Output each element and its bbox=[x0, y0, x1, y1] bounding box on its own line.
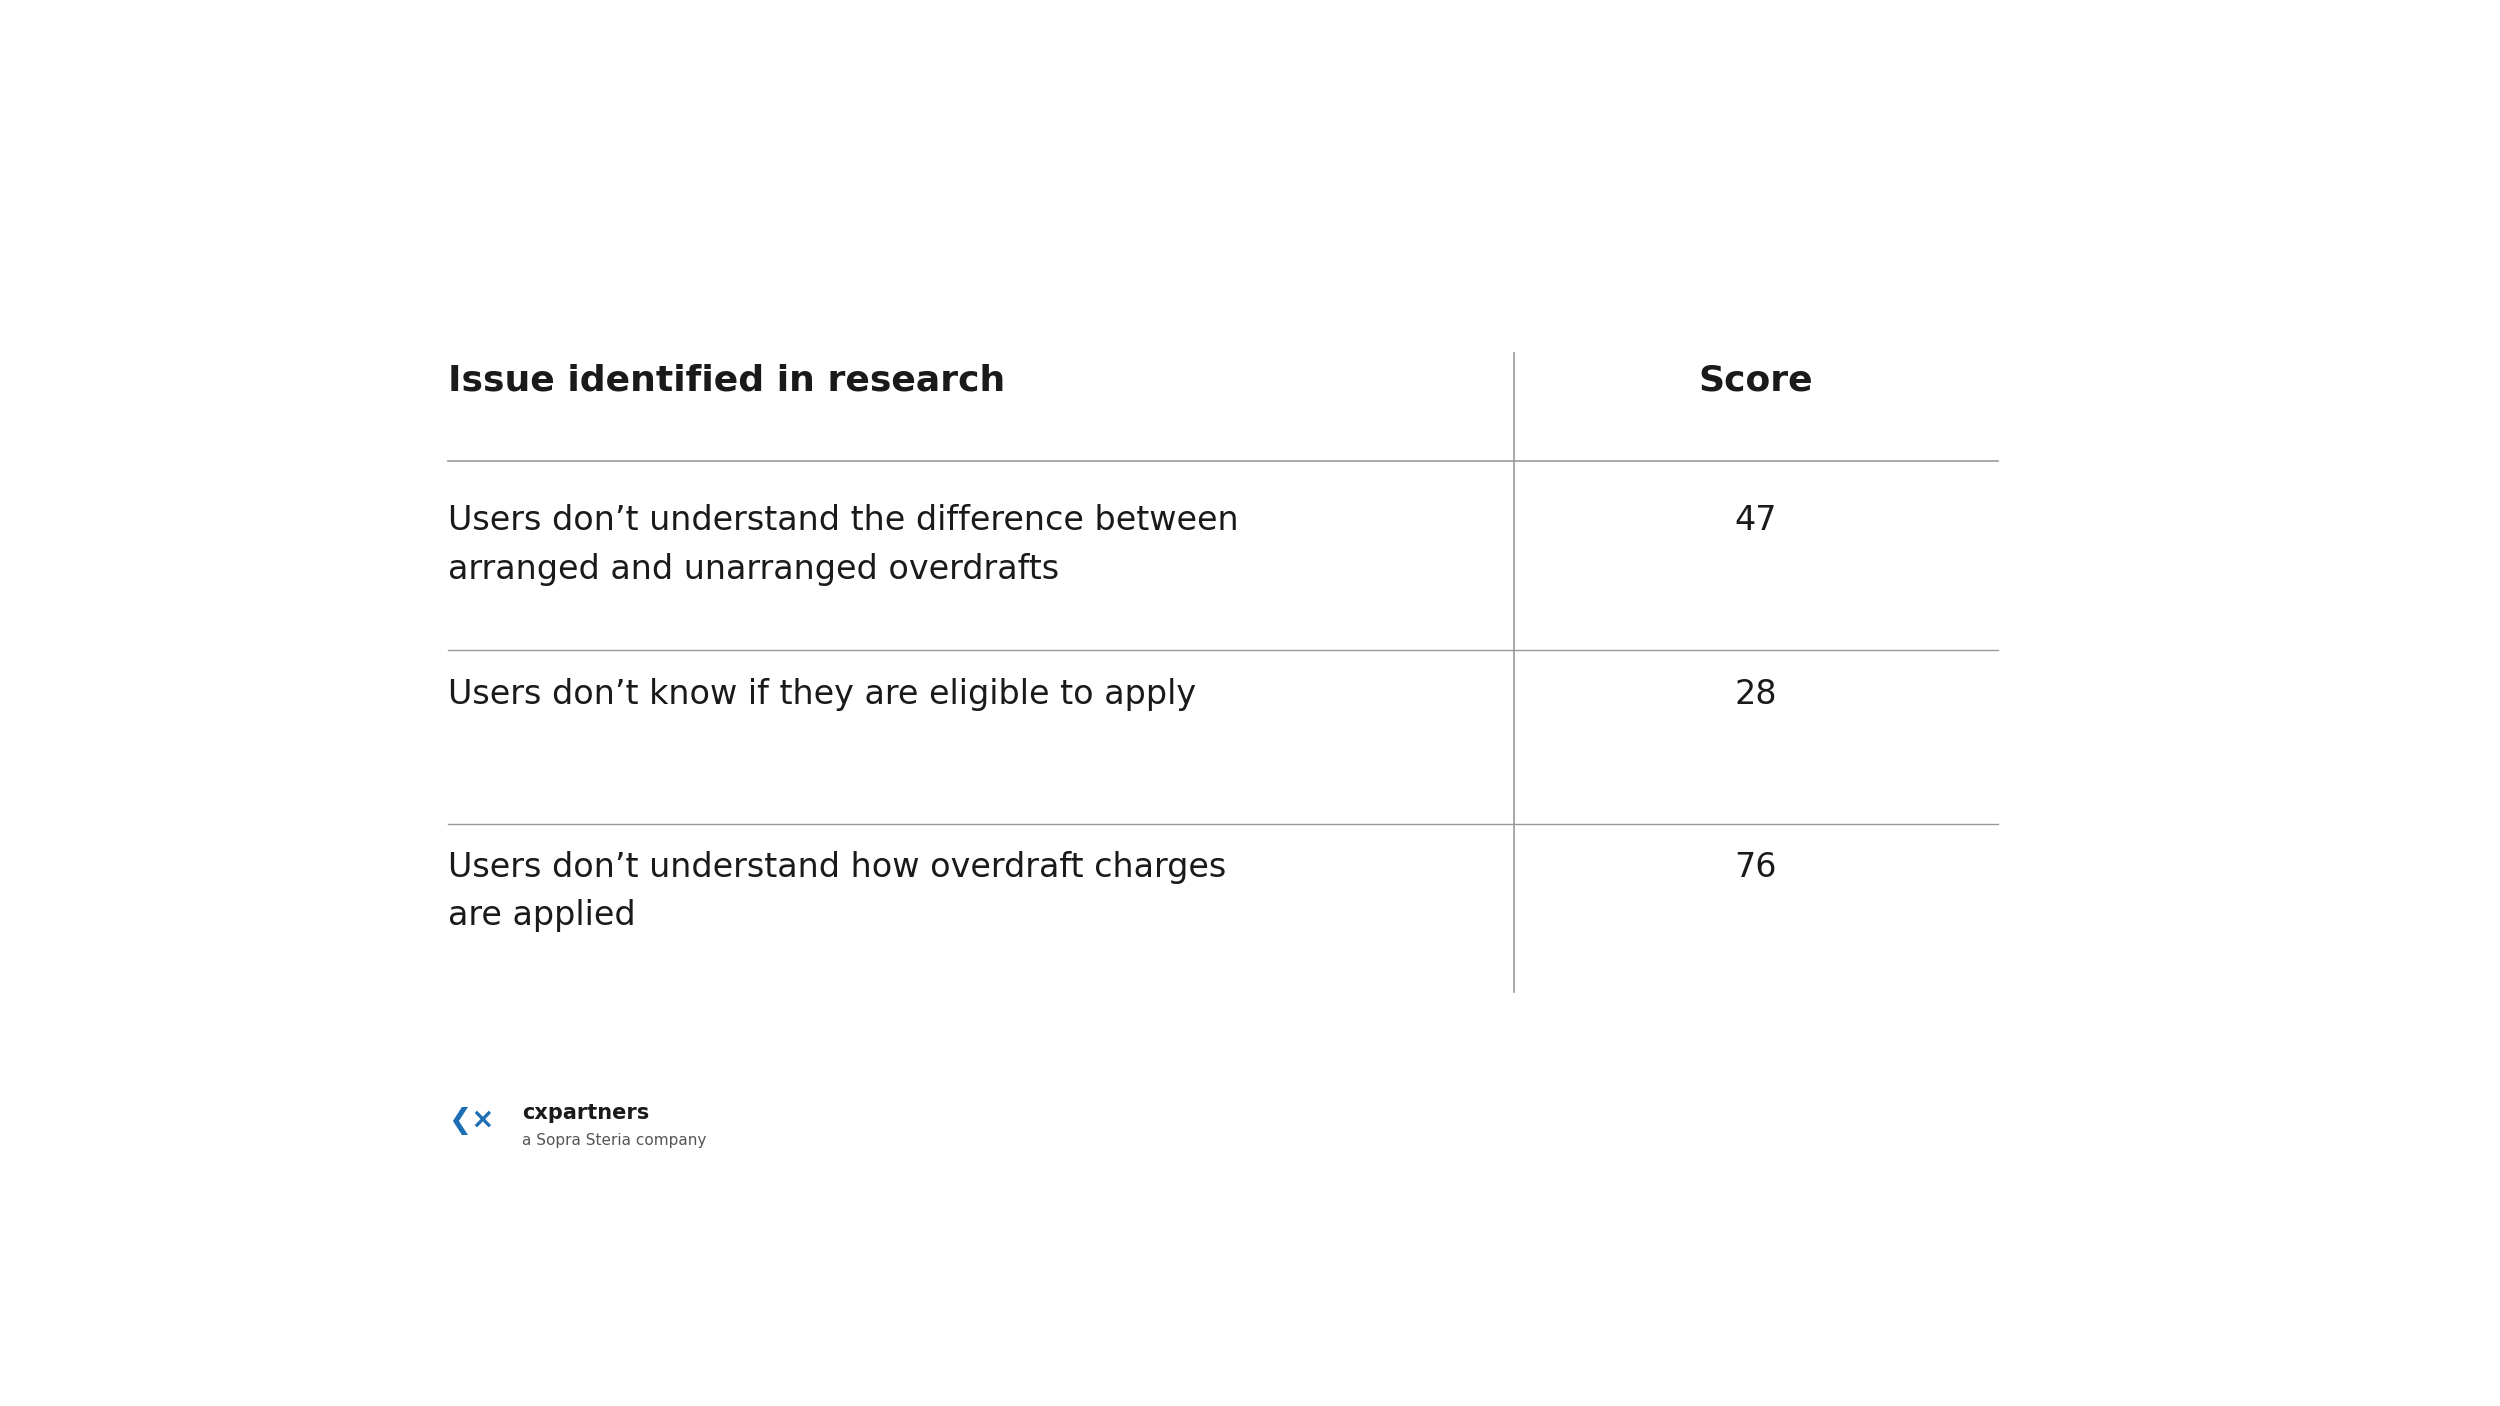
Text: Users don’t understand how overdraft charges
are applied: Users don’t understand how overdraft cha… bbox=[448, 851, 1228, 932]
Text: Users don’t know if they are eligible to apply: Users don’t know if they are eligible to… bbox=[448, 678, 1198, 710]
Text: Issue identified in research: Issue identified in research bbox=[448, 364, 1005, 398]
Text: Users don’t understand the difference between
arranged and unarranged overdrafts: Users don’t understand the difference be… bbox=[448, 505, 1240, 586]
Text: ❮×: ❮× bbox=[448, 1108, 495, 1136]
Text: cxpartners: cxpartners bbox=[522, 1102, 650, 1123]
Text: 76: 76 bbox=[1735, 851, 1777, 884]
Text: 28: 28 bbox=[1735, 678, 1777, 710]
Text: a Sopra Steria company: a Sopra Steria company bbox=[522, 1133, 705, 1149]
Text: 47: 47 bbox=[1735, 505, 1777, 537]
Text: Score: Score bbox=[1698, 364, 1812, 398]
